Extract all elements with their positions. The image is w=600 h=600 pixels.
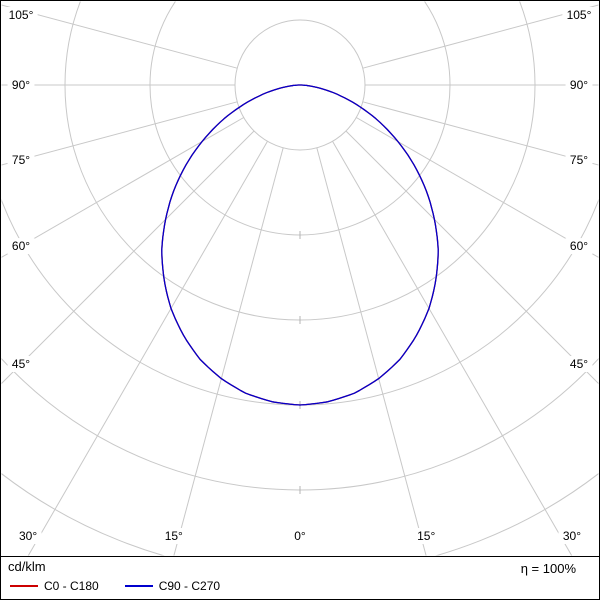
angle-label: 45°: [565, 356, 593, 372]
angle-label-bg: [289, 528, 311, 544]
angle-label-text: 45°: [12, 357, 30, 371]
angle-label-text: 45°: [570, 357, 588, 371]
c90-c270-line-swatch: [124, 585, 153, 587]
angle-label-text: 60°: [570, 239, 588, 253]
radial-gridline: [362, 101, 599, 166]
radial-gridline: [1, 101, 238, 166]
angle-label-bg: [14, 528, 42, 544]
angle-label-bg: [7, 238, 35, 255]
angle-label-text: 15°: [417, 529, 435, 543]
c0-c180-line-swatch: [10, 585, 38, 587]
legend-entry-c90-c270: C90 - C270: [124, 579, 221, 593]
legend: cd/klm η = 100% C0 - C180 C90 - C270: [0, 557, 600, 600]
radial-gridline: [1, 130, 255, 385]
angle-label: 105°: [4, 7, 38, 23]
curve-c90-c270: [161, 84, 439, 406]
angle-label-bg: [565, 77, 593, 93]
angle-label: 75°: [7, 151, 35, 168]
unit-label: cd/klm: [8, 559, 46, 574]
angle-label: 0°: [289, 528, 311, 544]
angle-label-bg: [565, 151, 593, 168]
radial-gridline: [1, 4, 238, 69]
legend-entry-label: C0 - C180: [44, 579, 99, 593]
angle-label-bg: [565, 238, 593, 255]
grid-ring: [1, 198, 599, 406]
curve-c0-c180: [161, 84, 439, 406]
angle-label-text: 105°: [9, 8, 34, 22]
angle-label: 75°: [565, 151, 593, 168]
angle-label-bg: [160, 528, 188, 544]
intensity-curves: [161, 84, 439, 406]
angle-label: 90°: [7, 77, 35, 93]
angle-label: 15°: [160, 528, 188, 544]
radial-gridline: [345, 130, 599, 385]
angle-label-text: 15°: [165, 529, 183, 543]
angle-label: 90°: [565, 77, 593, 93]
angle-label: 30°: [558, 528, 586, 544]
grid-ring: [64, 1, 536, 321]
angle-label-bg: [7, 151, 35, 168]
angle-label: 45°: [7, 356, 35, 372]
angle-label: 60°: [565, 238, 593, 255]
angle-label-bg: [7, 77, 35, 93]
legend-entries: C0 - C180 C90 - C270: [10, 579, 220, 593]
grid-ring: [1, 357, 599, 491]
angle-label: 105°: [562, 7, 596, 23]
angle-label-text: 75°: [570, 153, 588, 167]
radial-gridline: [1, 117, 244, 258]
radial-gridline: [316, 147, 427, 556]
angle-labels: 105° 105° 90° 90° 75° 75° 60° 60° 45° 45° 30° 15° 0°…: [4, 7, 596, 544]
angle-label-bg: [412, 528, 440, 544]
angle-label-bg: [7, 356, 35, 372]
angle-label: 60°: [7, 238, 35, 255]
legend-entry-c0-c180: C0 - C180: [10, 579, 99, 593]
radial-gridline: [356, 117, 599, 258]
angle-label: 30°: [14, 528, 42, 544]
efficiency-label: η = 100%: [520, 561, 576, 576]
legend-entry-label: C90 - C270: [158, 579, 221, 593]
angle-label-text: 90°: [570, 78, 588, 92]
angle-label-bg: [558, 528, 586, 544]
radial-gridline: [362, 4, 599, 69]
angle-label-text: 30°: [19, 529, 37, 543]
angle-label: 15°: [412, 528, 440, 544]
angle-label-text: 90°: [12, 78, 30, 92]
angle-label-text: 30°: [563, 529, 581, 543]
angle-label-text: 75°: [12, 153, 30, 167]
radial-gridline: [173, 147, 284, 556]
radial-gridline: [332, 141, 573, 556]
angle-label-text: 60°: [12, 239, 30, 253]
angle-label-text: 105°: [567, 8, 592, 22]
grid-ring: [149, 1, 451, 236]
angle-label-bg: [4, 7, 38, 23]
angle-label-bg: [562, 7, 596, 23]
angle-label-bg: [565, 356, 593, 372]
radial-gridline: [27, 141, 268, 556]
angle-label-text: 0°: [294, 529, 306, 543]
